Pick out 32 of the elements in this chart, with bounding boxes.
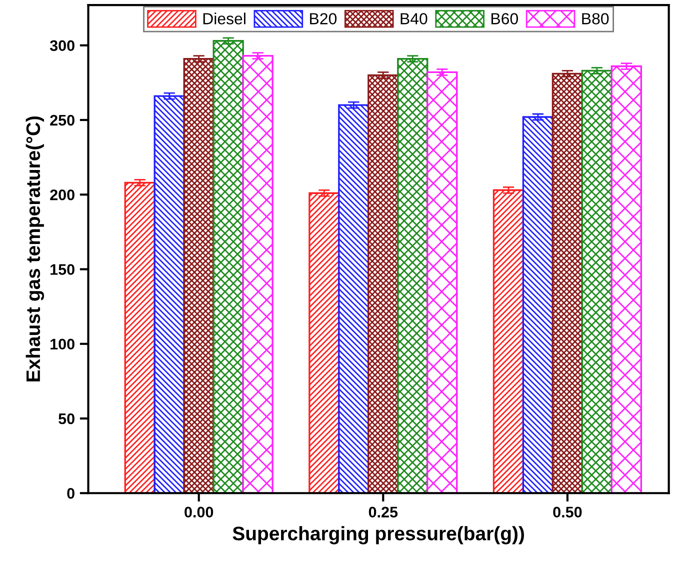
x-axis-title: Supercharging pressure(bar(g)) bbox=[232, 526, 524, 544]
x-tick-label: 0.50 bbox=[553, 506, 582, 518]
bar bbox=[242, 54, 274, 494]
bar bbox=[610, 65, 642, 494]
bar bbox=[368, 74, 399, 494]
x-tick-label: 0.00 bbox=[184, 506, 214, 518]
legend-label: Diesel bbox=[203, 12, 246, 24]
bar bbox=[492, 189, 524, 494]
bar bbox=[212, 40, 244, 494]
y-axis-title: Exhaust gas temperature(°C) bbox=[26, 116, 44, 382]
bar bbox=[397, 58, 428, 494]
legend-label: B40 bbox=[400, 13, 428, 24]
legend-label: B20 bbox=[310, 13, 337, 24]
y-tick-label: 150 bbox=[50, 264, 74, 275]
y-tick-label: 300 bbox=[50, 40, 74, 52]
y-tick-label: 250 bbox=[50, 114, 74, 126]
bar bbox=[308, 192, 340, 494]
x-tick-label: 0.25 bbox=[368, 506, 398, 518]
legend-label: B60 bbox=[491, 13, 518, 24]
bar bbox=[183, 58, 214, 494]
legend-label: B80 bbox=[582, 13, 609, 24]
bar bbox=[338, 104, 370, 494]
bar bbox=[154, 95, 185, 494]
bar bbox=[522, 116, 554, 494]
y-tick-label: 0 bbox=[67, 488, 74, 499]
bar bbox=[581, 70, 613, 494]
y-tick-label: 200 bbox=[50, 189, 74, 200]
bar bbox=[124, 182, 156, 494]
y-tick-label: 100 bbox=[50, 338, 74, 350]
bar bbox=[426, 71, 458, 494]
y-tick-label: 50 bbox=[58, 413, 74, 424]
bar bbox=[552, 72, 584, 494]
